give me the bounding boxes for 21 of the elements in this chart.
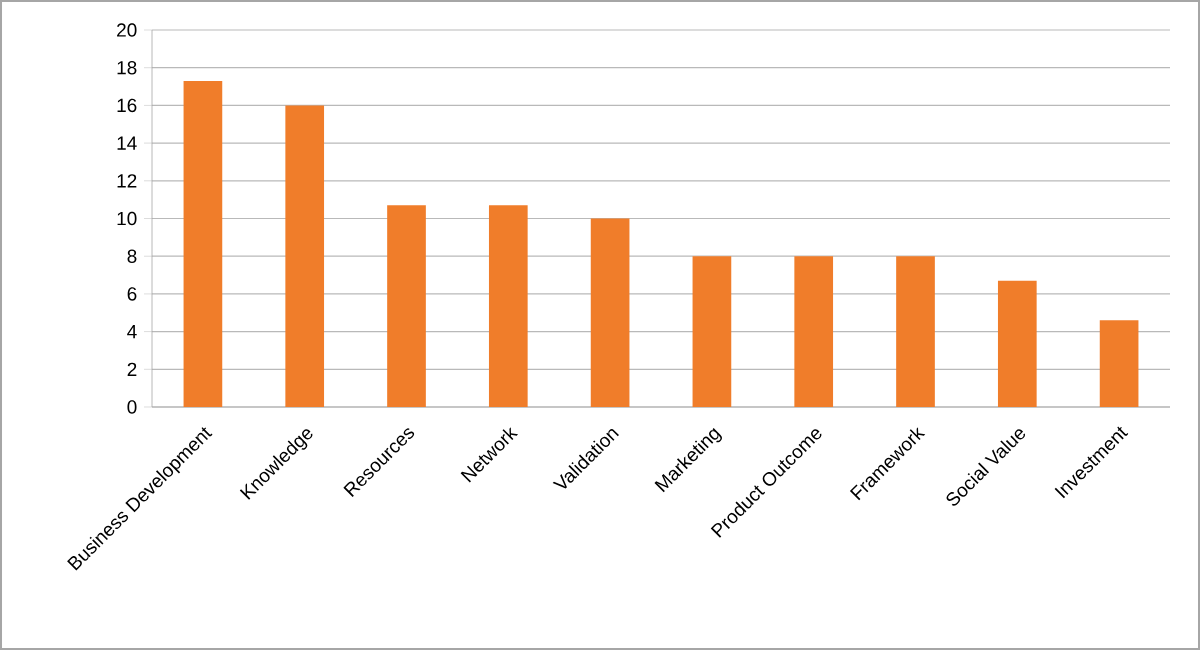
y-tick-label: 0 <box>127 400 137 414</box>
y-tick-label: 6 <box>127 287 137 301</box>
bar <box>183 80 223 407</box>
y-tick-label: 20 <box>117 23 137 37</box>
bar <box>794 256 834 407</box>
bar <box>387 205 426 407</box>
y-tick-label: 18 <box>117 60 137 75</box>
y-tick-label: 16 <box>117 98 137 113</box>
bar <box>488 205 528 407</box>
y-tick-label: 12 <box>117 174 137 188</box>
y-tick-label: 8 <box>127 249 137 263</box>
bar <box>1099 320 1139 407</box>
y-tick-label: 14 <box>117 136 137 150</box>
bar <box>285 105 325 407</box>
y-tick-label: 10 <box>117 211 137 226</box>
bar <box>896 256 935 407</box>
y-tick-label: 2 <box>127 362 137 376</box>
bar <box>590 218 630 407</box>
y-tick-label: 4 <box>127 325 137 339</box>
bar <box>997 280 1037 407</box>
bar <box>692 256 732 407</box>
